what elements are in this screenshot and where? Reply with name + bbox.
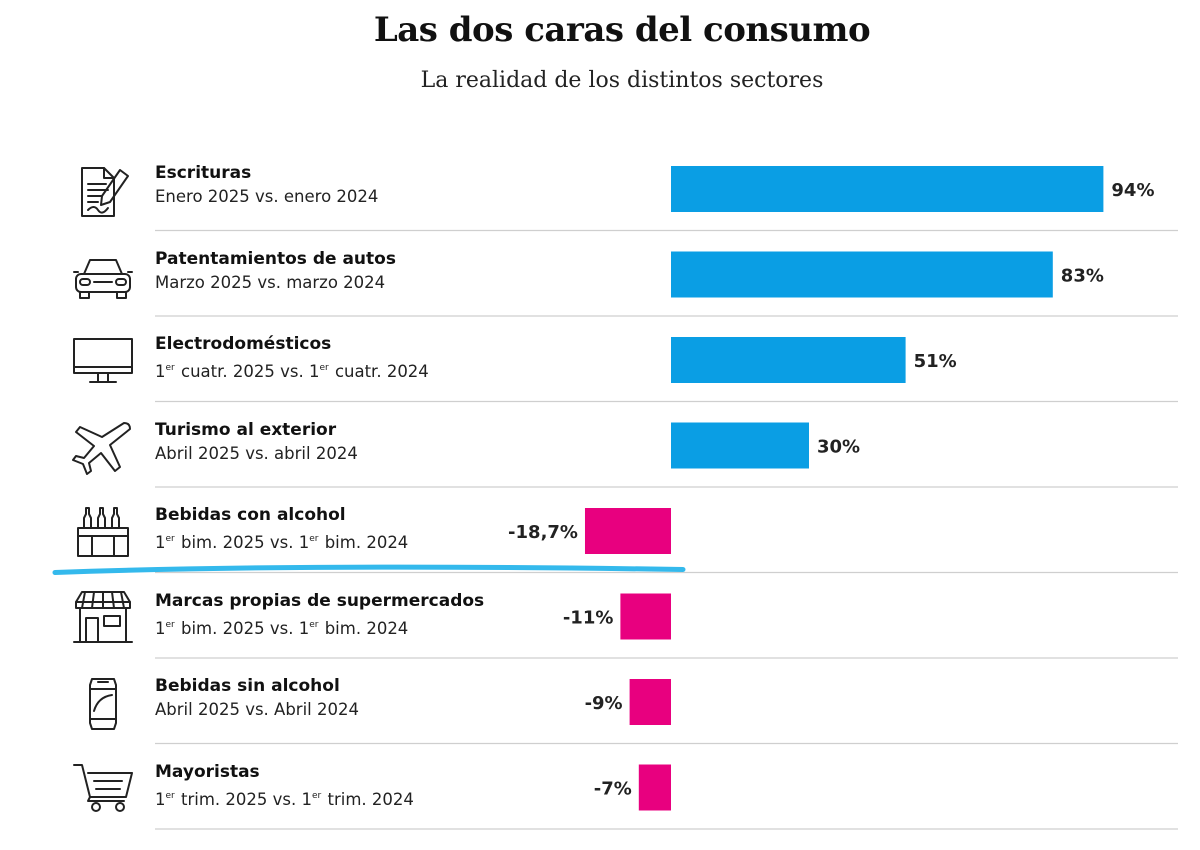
value-label-8: -7%	[594, 779, 632, 800]
row-name: Bebidas con alcohol	[155, 505, 346, 525]
bar-2	[671, 251, 1053, 298]
value-label-6: -11%	[563, 608, 614, 629]
bar-3	[671, 337, 906, 383]
soda-can-icon	[70, 671, 136, 733]
row-period: Marzo 2025 vs. marzo 2024	[155, 272, 386, 292]
row-label: Bebidas sin alcohol Abril 2025 vs. Abril …	[155, 675, 555, 722]
row-name: Escrituras	[155, 163, 252, 183]
car-icon	[70, 244, 136, 306]
row-label: Marcas propias de supermercados 1er bim. …	[155, 590, 555, 641]
row-name: Turismo al exterior	[155, 419, 337, 440]
storefront-icon	[70, 586, 136, 648]
value-label-3: 51%	[914, 351, 957, 372]
highlight-underline	[52, 564, 686, 575]
bar-7	[629, 679, 671, 725]
row-name: Patentamientos de autos	[155, 248, 396, 269]
bar-4	[671, 422, 809, 469]
row-period: 1er bim. 2025 vs. 1er bim. 2024	[155, 533, 409, 552]
bar-1	[671, 166, 1104, 212]
value-label-5: -18,7%	[508, 522, 578, 543]
monitor-icon	[70, 329, 136, 391]
value-label-2: 83%	[1061, 266, 1104, 287]
row-period: Abril 2025 vs. abril 2024	[155, 443, 358, 463]
chart-title: Las dos caras del consumo	[373, 10, 871, 50]
chart-subtitle: La realidad de los distintos sectores	[420, 68, 824, 93]
row-period: Abril 2025 vs. Abril 2024	[155, 700, 359, 719]
value-label-7: -9%	[585, 693, 623, 714]
row-period: 1er cuatr. 2025 vs. 1er cuatr. 2024	[155, 362, 429, 381]
row-period: 1er bim. 2025 vs. 1er bim. 2024	[155, 618, 409, 638]
row-name: Bebidas sin alcohol	[155, 676, 340, 696]
airplane-icon	[70, 415, 136, 477]
document-signature-icon	[70, 158, 136, 220]
row-label: Bebidas con alcohol 1er bim. 2025 vs. 1er…	[155, 504, 555, 555]
row-period: Enero 2025 vs. enero 2024	[155, 187, 379, 206]
row-label: Patentamientos de autos Marzo 2025 vs. ma…	[155, 248, 555, 295]
row-label: Escrituras Enero 2025 vs. enero 2024	[155, 162, 555, 209]
row-name: Mayoristas	[155, 761, 260, 782]
shopping-cart-icon	[70, 757, 136, 819]
value-label-4: 30%	[817, 437, 860, 458]
bottle-crate-icon	[70, 500, 136, 562]
row-label: Mayoristas 1er trim. 2025 vs. 1er trim. 2…	[155, 761, 555, 812]
value-label-1: 94%	[1111, 180, 1154, 201]
row-name: Electrodomésticos	[155, 334, 332, 354]
row-period: 1er trim. 2025 vs. 1er trim. 2024	[155, 789, 414, 809]
row-name: Marcas propias de supermercados	[155, 590, 485, 611]
bar-5	[584, 508, 671, 554]
bar-8	[638, 764, 671, 811]
row-label: Electrodomésticos 1er cuatr. 2025 vs. 1er…	[155, 333, 555, 384]
row-label: Turismo al exterior Abril 2025 vs. abril …	[155, 419, 555, 466]
bar-6	[620, 593, 671, 640]
